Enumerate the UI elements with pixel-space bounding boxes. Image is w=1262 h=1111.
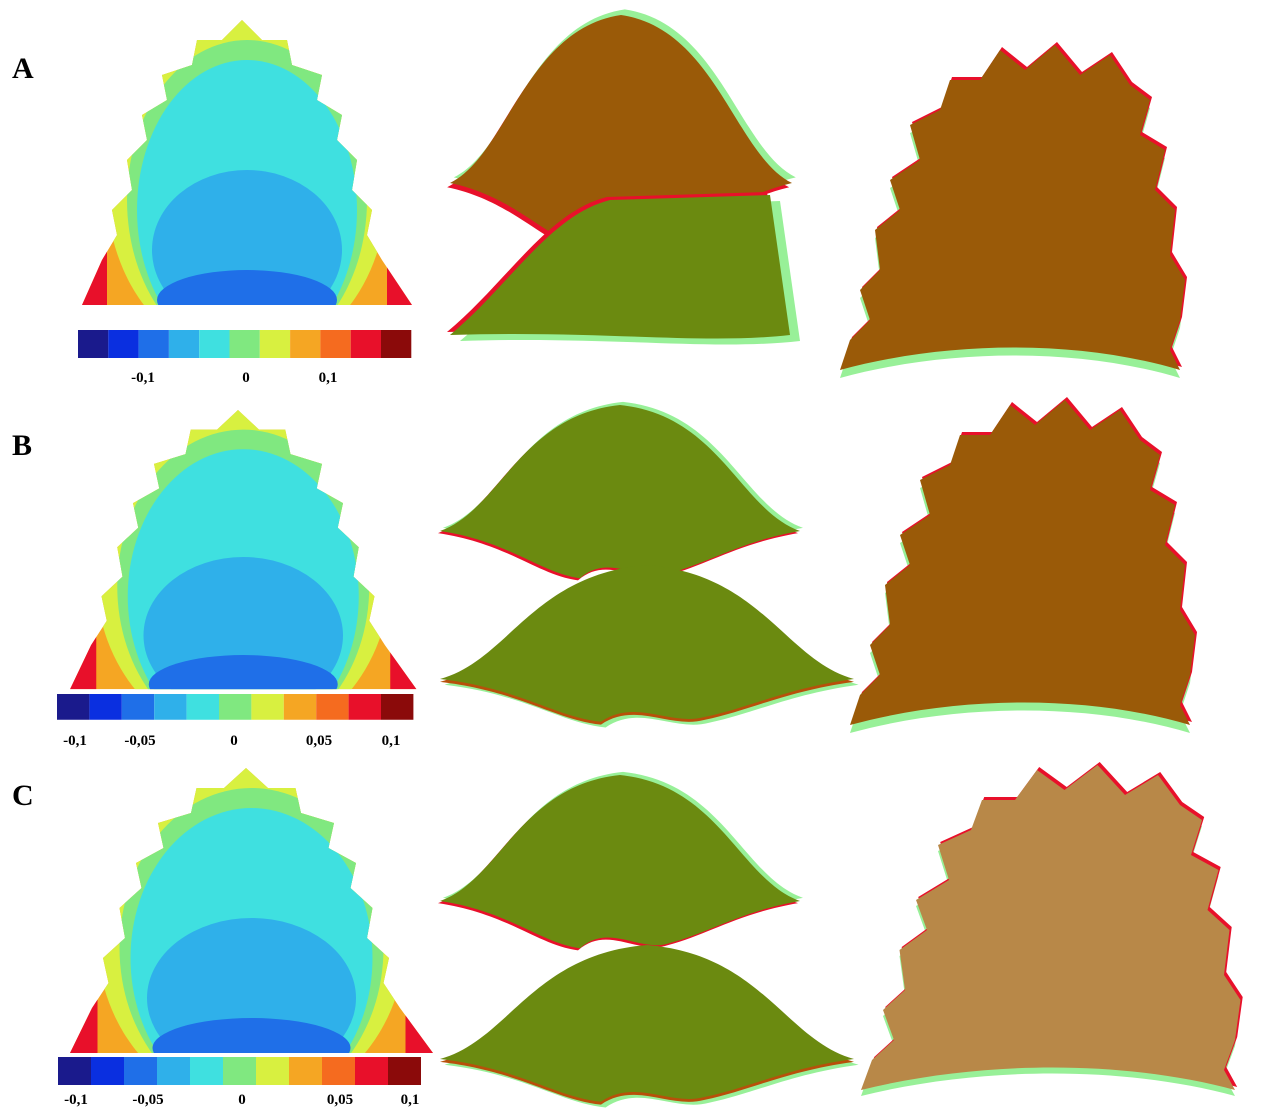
panel-label: A (12, 52, 34, 85)
overlay-front (438, 402, 803, 580)
overlay-front (438, 772, 803, 951)
overlay-side (447, 192, 800, 345)
heatmap (82, 20, 412, 360)
panel-label: C (12, 779, 34, 812)
overlay-side (440, 565, 859, 727)
colorbar (58, 1057, 421, 1085)
colorbar-tick: 0,1 (319, 370, 338, 386)
colorbar (57, 694, 413, 720)
colorbar (78, 330, 411, 358)
colorbar-tick: 0,05 (327, 1092, 353, 1108)
figure: A -0,1 0 0,1 B -0,1 -0,05 0 0,05 0,1 C -… (0, 0, 1262, 1111)
colorbar-tick: -0,05 (124, 733, 155, 749)
colorbar-tick: -0,1 (63, 733, 87, 749)
panel-label: B (12, 429, 32, 462)
colorbar-tick: 0 (230, 733, 238, 749)
colorbar-tick: 0,1 (382, 733, 401, 749)
colorbar-tick: 0 (242, 370, 250, 386)
overlay-side (440, 945, 859, 1107)
heatmap (70, 410, 416, 743)
colorbar-tick: 0,05 (306, 733, 332, 749)
colorbar-tick: 0,1 (401, 1092, 420, 1108)
overlay-top (861, 762, 1243, 1096)
colorbar-tick: -0,1 (131, 370, 155, 386)
colorbar-tick: 0 (238, 1092, 246, 1108)
colorbar-tick: -0,05 (132, 1092, 163, 1108)
overlay-top (850, 397, 1197, 733)
overlay-top (840, 42, 1187, 378)
colorbar-tick: -0,1 (64, 1092, 88, 1108)
